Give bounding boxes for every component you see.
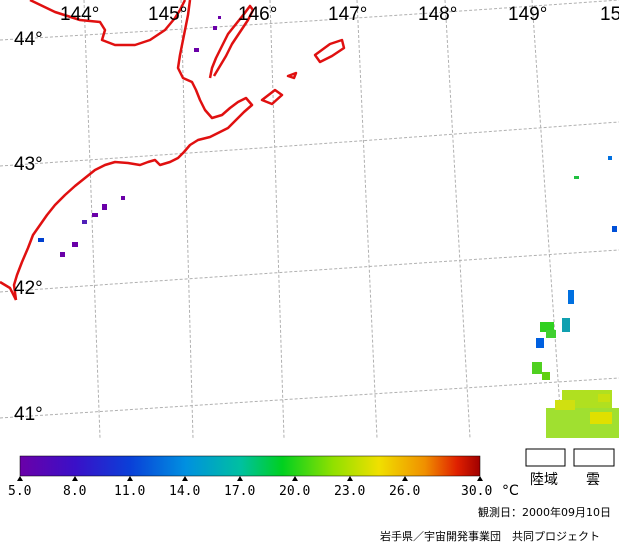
lon-label: 148° [418,4,457,25]
sst-pixel [213,26,217,30]
tick-mark [127,476,133,481]
meridian-148 [444,0,471,438]
tick-label: 5.0 [8,484,31,499]
sst-pixel [218,16,221,19]
tick-mark [347,476,353,481]
sst-pixel [102,204,107,210]
land-label: 陸域 [530,472,558,488]
observation-date: 観測日：2000年09月10日 [478,505,611,519]
parallel-42 [0,249,619,293]
sst-pixel [574,176,579,179]
coast-sw-tip [0,280,18,301]
parallel-44 [0,0,619,41]
tick-mark [17,476,23,481]
sst-pixel [598,394,610,402]
sst-pixel [540,322,554,332]
sst-pixel [532,362,542,374]
lon-label: 144° [60,4,99,25]
lat-label: 43° [14,154,43,175]
graticule [0,0,619,438]
sst-pixel [92,213,98,217]
tick-mark [237,476,243,481]
tick-label: 17.0 [224,484,255,499]
sst-pixel [612,226,617,232]
lat-labels: 44° 43° 42° 41° [14,29,43,425]
lon-label: 15 [600,4,619,25]
kuril-island-1 [313,38,346,64]
sst-pixel [562,318,570,332]
tick-label: 26.0 [389,484,420,499]
sst-pixel [121,196,125,200]
shiretoko [208,4,255,79]
lon-labels: 144° 145° 146° 147° 148° 149° 15 [60,4,619,25]
tick-label: 14.0 [169,484,200,499]
legend-area: 5.0 8.0 11.0 14.0 17.0 20.0 23.0 26.0 30… [8,448,615,543]
scale-tick-marks [17,476,483,481]
hokkaido-coast-east [12,0,254,301]
sea-surface-temperature-map: 144° 145° 146° 147° 148° 149° 15 44° 43°… [0,0,619,438]
sst-pixel [546,330,556,338]
lon-label: 145° [148,4,187,25]
tick-label: 11.0 [114,484,145,499]
kuril-island-2 [260,88,284,106]
sst-pixels-cold [38,16,221,257]
cloud-swatch [573,448,615,467]
parallel-41 [0,377,619,419]
coastline [0,0,346,301]
land-swatch [525,448,566,467]
sst-pixel [82,220,87,224]
tick-label: 20.0 [279,484,310,499]
meridian-145 [180,0,194,438]
parallel-43 [0,121,619,167]
cloud-label: 雲 [586,472,600,488]
sst-pixel [608,156,612,160]
sst-pixels-east [532,156,619,438]
meridian-149 [531,0,563,438]
lon-label: 149° [508,4,547,25]
lon-label: 147° [328,4,367,25]
kuril-island-3 [286,71,298,80]
tick-mark [477,476,483,481]
sst-pixel [590,412,612,424]
tick-label: 8.0 [63,484,86,499]
meridian-147 [356,0,378,438]
tick-mark [292,476,298,481]
meridian-146 [269,0,285,438]
hokkaido-coast-north [29,0,187,47]
color-scale-bar [19,455,481,477]
sst-pixel [568,290,574,304]
scale-tick-labels: 5.0 8.0 11.0 14.0 17.0 20.0 23.0 26.0 30… [8,483,519,499]
sst-pixel [536,338,544,348]
tick-label: 23.0 [334,484,365,499]
sst-pixel [555,400,575,410]
meridian-144 [83,0,101,438]
sst-pixel [72,242,78,247]
sst-pixel [194,48,199,52]
credit-line: 岩手県／宇宙開発事業団 共同プロジェクト [380,529,600,543]
lat-label: 44° [14,29,43,50]
lon-label: 146° [238,4,277,25]
tick-mark [402,476,408,481]
sst-pixel [542,372,550,380]
sst-pixel [60,252,65,257]
tick-mark [72,476,78,481]
lat-label: 42° [14,278,43,299]
tick-mark [182,476,188,481]
sst-pixel [38,238,44,242]
tick-label: 30.0 [461,484,492,499]
unit-label: °C [502,483,519,499]
lat-label: 41° [14,404,43,425]
